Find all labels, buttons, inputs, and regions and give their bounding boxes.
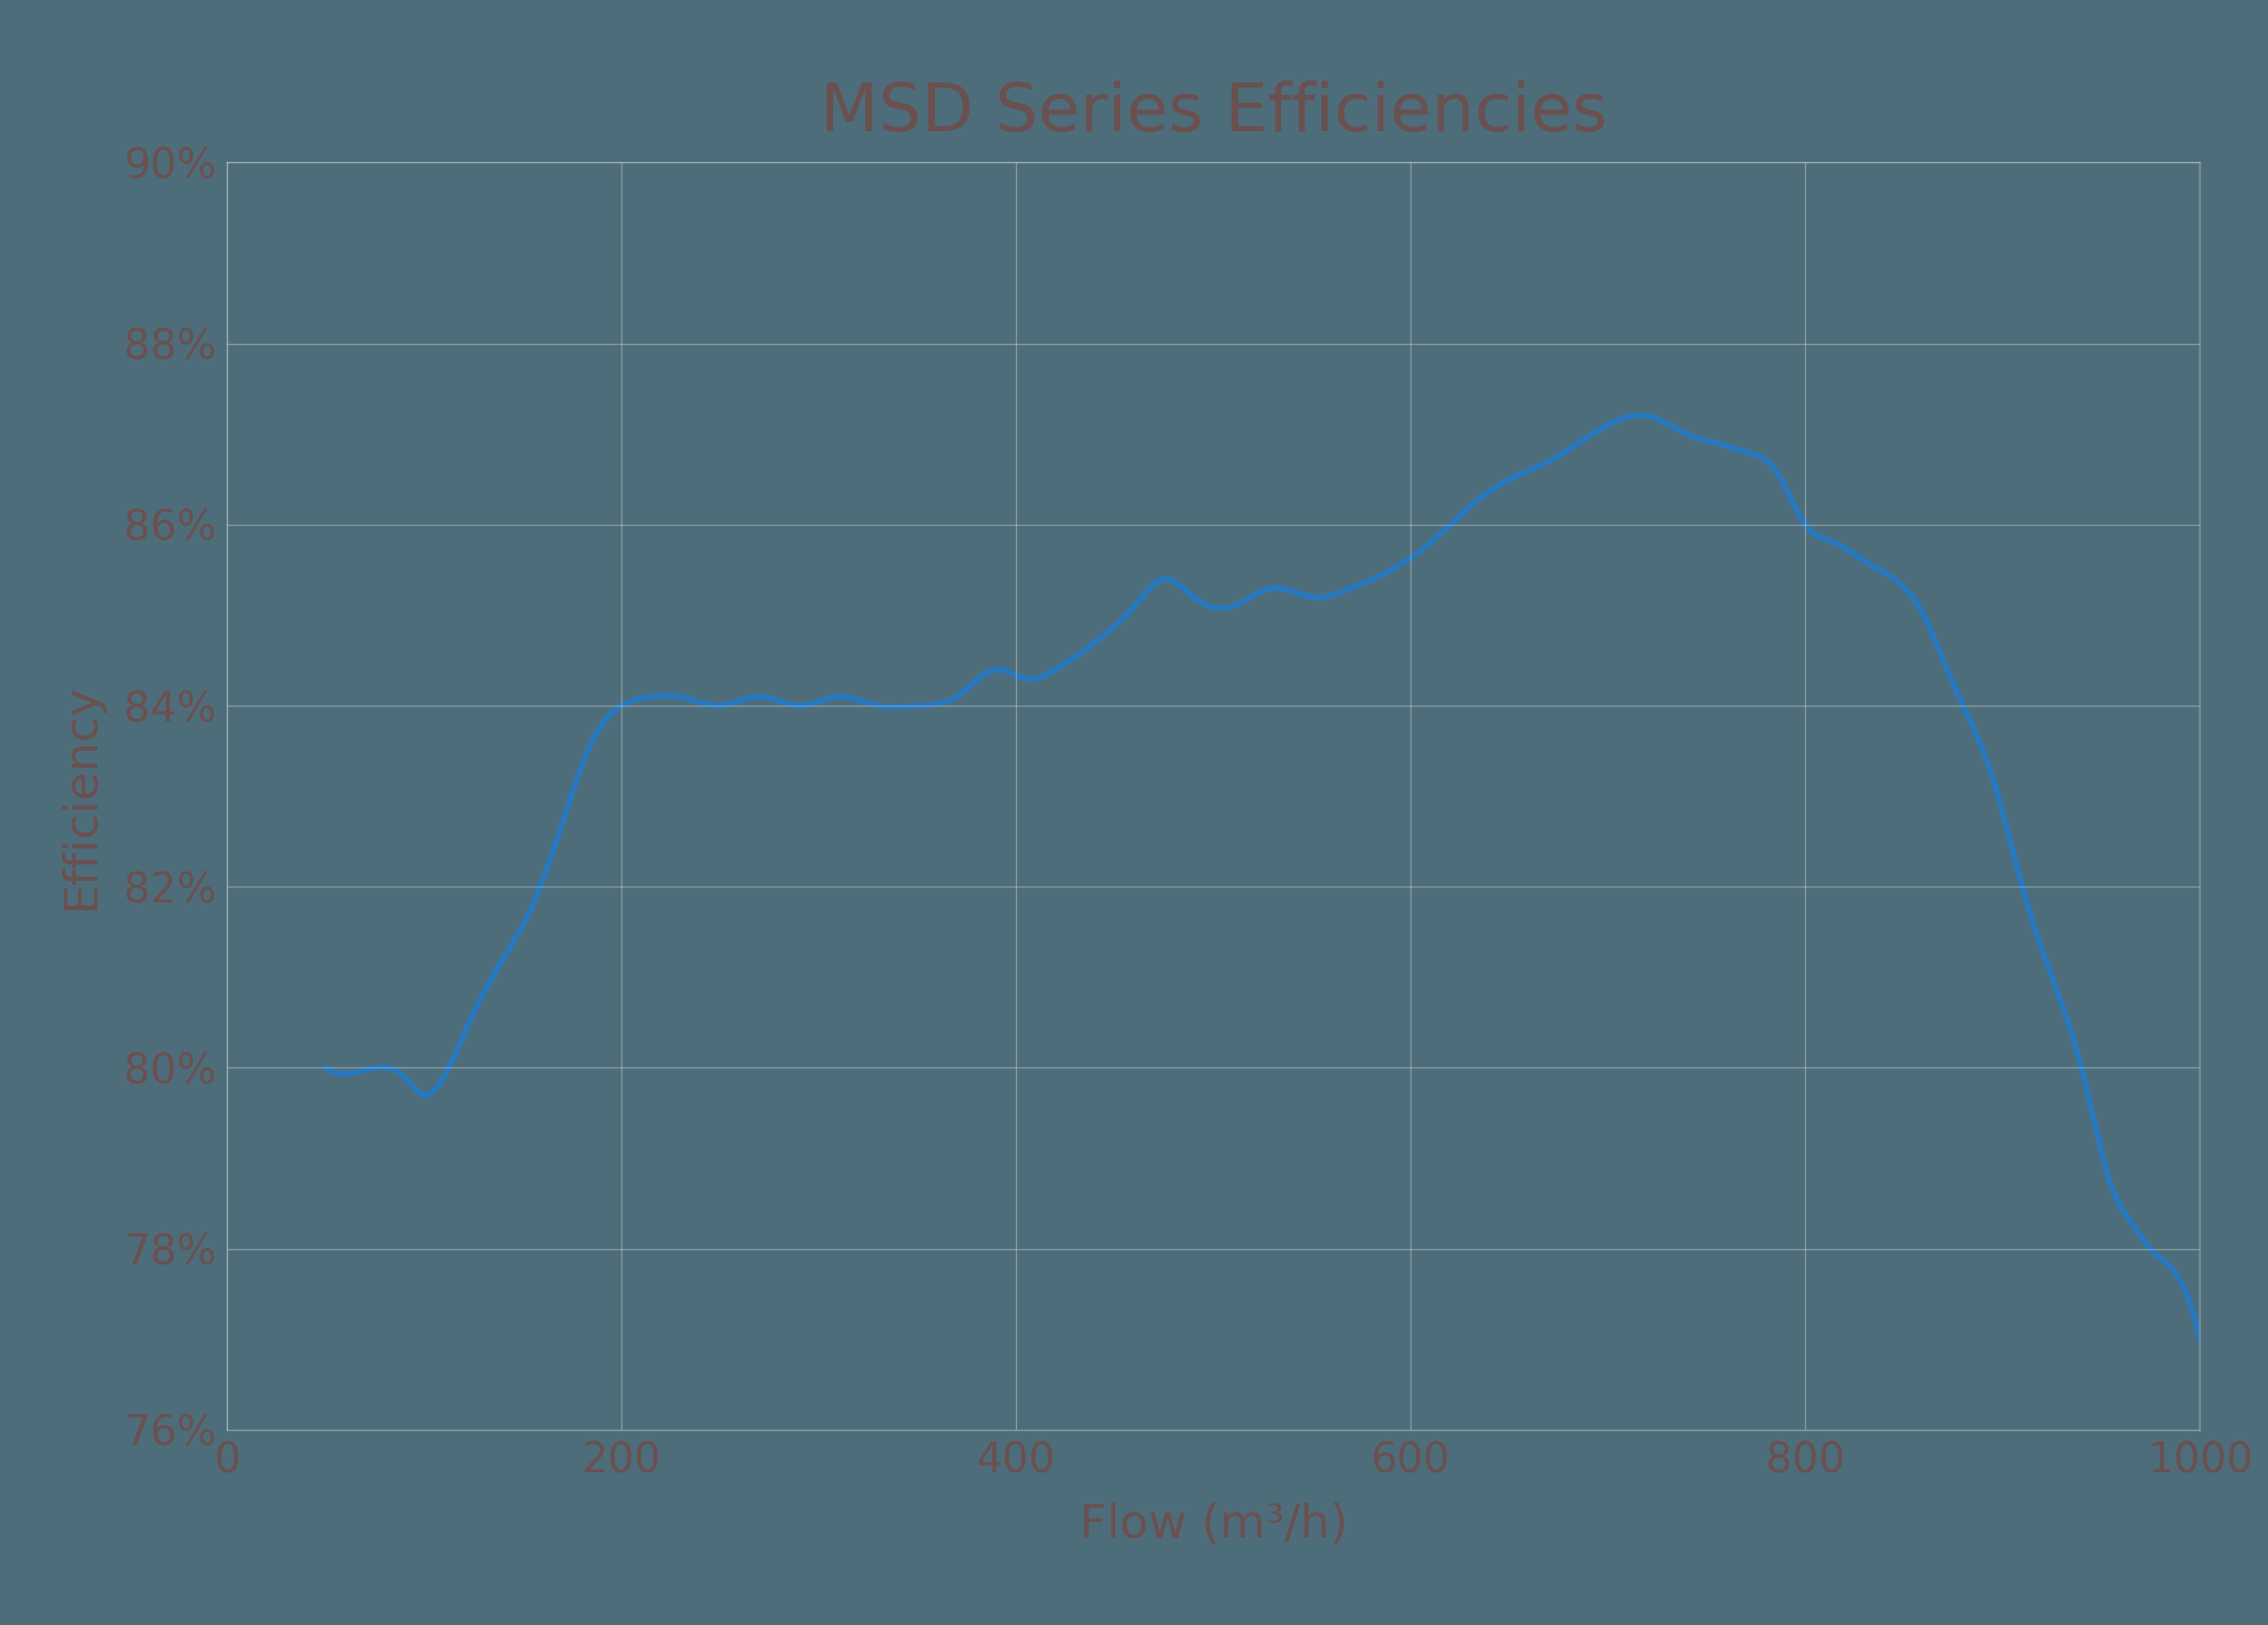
X-axis label: Flow (m³/h): Flow (m³/h) bbox=[1080, 1502, 1347, 1547]
Title: MSD Series Efficiencies: MSD Series Efficiencies bbox=[819, 81, 1608, 145]
Y-axis label: Efficiency: Efficiency bbox=[57, 682, 102, 910]
